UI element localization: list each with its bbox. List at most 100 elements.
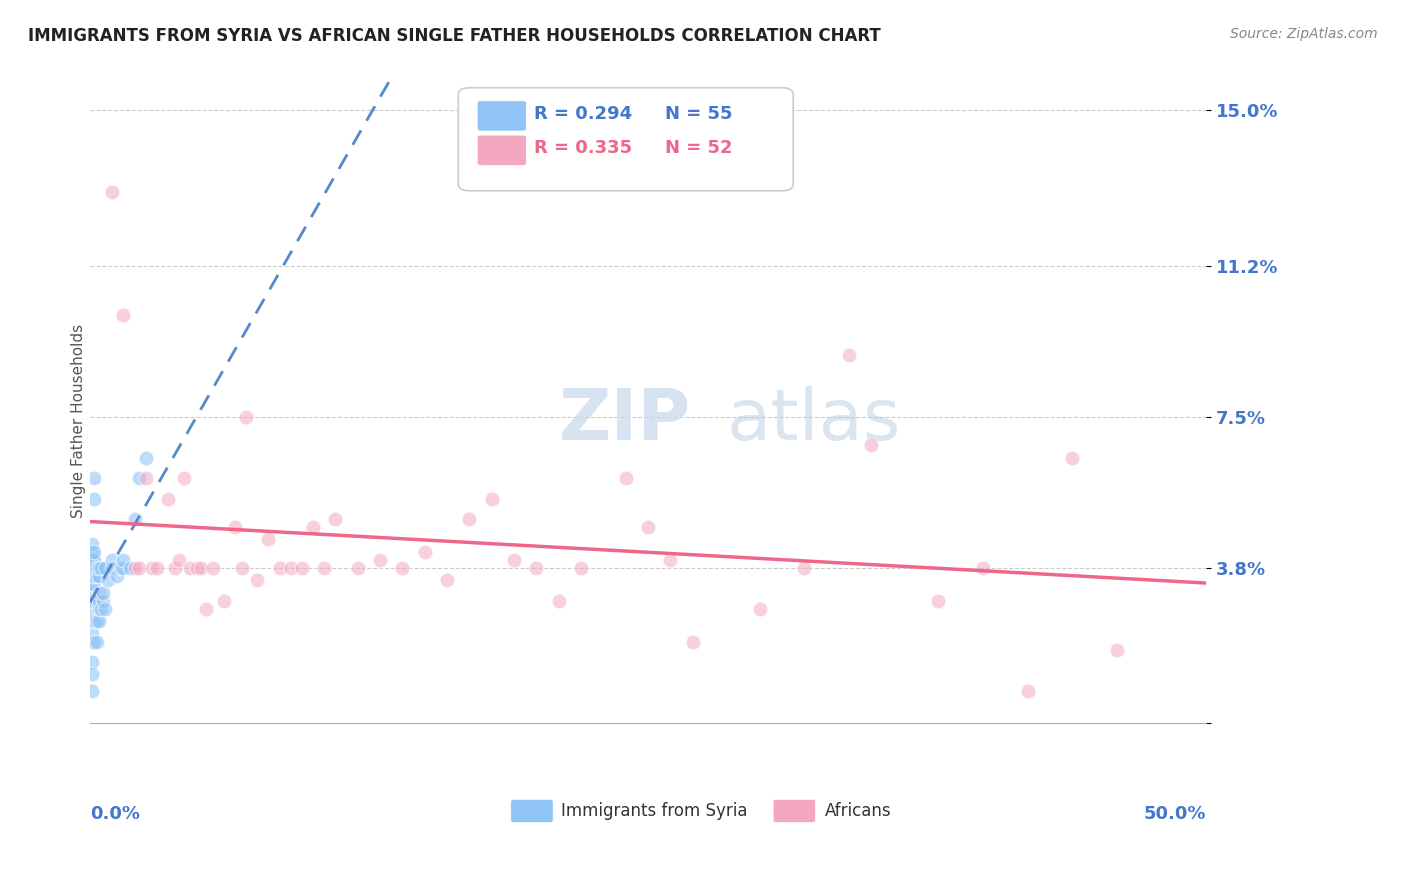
Point bbox=[614, 471, 637, 485]
Point bbox=[101, 561, 124, 575]
Point bbox=[80, 544, 103, 558]
Point bbox=[118, 561, 141, 575]
Point bbox=[163, 561, 186, 575]
Point bbox=[124, 561, 146, 575]
Point bbox=[190, 561, 212, 575]
Point bbox=[83, 593, 105, 607]
Text: atlas: atlas bbox=[727, 386, 901, 455]
Point bbox=[83, 491, 105, 506]
Text: 50.0%: 50.0% bbox=[1144, 805, 1206, 823]
Point bbox=[1062, 450, 1084, 465]
Point bbox=[793, 561, 815, 575]
Point bbox=[80, 536, 103, 550]
Point bbox=[86, 593, 108, 607]
Point bbox=[391, 561, 413, 575]
Point bbox=[269, 561, 291, 575]
Point bbox=[80, 585, 103, 599]
FancyBboxPatch shape bbox=[510, 799, 553, 822]
Point bbox=[80, 602, 103, 616]
Point bbox=[146, 561, 169, 575]
Point bbox=[526, 561, 548, 575]
Point bbox=[87, 561, 110, 575]
Point bbox=[83, 614, 105, 628]
FancyBboxPatch shape bbox=[477, 135, 526, 165]
Point bbox=[659, 553, 682, 567]
Point bbox=[194, 602, 217, 616]
Point bbox=[80, 634, 103, 648]
Point bbox=[94, 561, 117, 575]
Point bbox=[682, 634, 704, 648]
Text: N = 52: N = 52 bbox=[665, 139, 733, 157]
Point bbox=[235, 409, 257, 424]
FancyBboxPatch shape bbox=[477, 101, 526, 131]
FancyBboxPatch shape bbox=[458, 87, 793, 191]
Point bbox=[135, 450, 157, 465]
Text: ZIP: ZIP bbox=[558, 386, 690, 455]
FancyBboxPatch shape bbox=[773, 799, 815, 822]
Point bbox=[83, 544, 105, 558]
Point bbox=[112, 561, 135, 575]
Point bbox=[91, 585, 114, 599]
Point bbox=[1017, 683, 1039, 698]
Point bbox=[80, 655, 103, 669]
Y-axis label: Single Father Households: Single Father Households bbox=[72, 324, 86, 518]
Point bbox=[838, 348, 860, 362]
Point bbox=[87, 593, 110, 607]
Point bbox=[314, 561, 336, 575]
Point bbox=[80, 561, 103, 575]
Point bbox=[80, 553, 103, 567]
Point bbox=[748, 602, 770, 616]
Point bbox=[368, 553, 391, 567]
Point bbox=[128, 561, 150, 575]
Point bbox=[101, 553, 124, 567]
Text: 0.0%: 0.0% bbox=[90, 805, 139, 823]
Point bbox=[212, 593, 235, 607]
Point bbox=[83, 561, 105, 575]
Point bbox=[86, 634, 108, 648]
Point bbox=[80, 553, 103, 567]
Point bbox=[83, 471, 105, 485]
Point bbox=[87, 614, 110, 628]
Point bbox=[231, 561, 253, 575]
Point bbox=[112, 308, 135, 322]
Point bbox=[83, 569, 105, 583]
Point bbox=[179, 561, 201, 575]
Point bbox=[101, 185, 124, 199]
Text: N = 55: N = 55 bbox=[665, 105, 733, 123]
Point bbox=[135, 471, 157, 485]
Point bbox=[302, 520, 325, 534]
Point bbox=[83, 634, 105, 648]
Point bbox=[346, 561, 368, 575]
Point bbox=[1105, 642, 1128, 657]
Point bbox=[124, 512, 146, 526]
Point bbox=[141, 561, 163, 575]
Point bbox=[173, 471, 195, 485]
Point bbox=[860, 438, 883, 452]
Point bbox=[167, 553, 190, 567]
Text: Africans: Africans bbox=[824, 802, 891, 820]
Point bbox=[481, 491, 503, 506]
Point bbox=[80, 577, 103, 591]
Point bbox=[413, 544, 436, 558]
Point bbox=[503, 553, 526, 567]
Point bbox=[80, 626, 103, 640]
Point bbox=[637, 520, 659, 534]
Point bbox=[94, 602, 117, 616]
Point bbox=[547, 593, 569, 607]
Point bbox=[224, 520, 246, 534]
Point bbox=[80, 561, 103, 575]
Point bbox=[972, 561, 994, 575]
Text: R = 0.335: R = 0.335 bbox=[534, 139, 633, 157]
Point bbox=[80, 683, 103, 698]
Point bbox=[201, 561, 224, 575]
Point bbox=[280, 561, 302, 575]
Point bbox=[80, 614, 103, 628]
Point bbox=[80, 569, 103, 583]
Point bbox=[87, 585, 110, 599]
Point bbox=[257, 533, 280, 547]
Point bbox=[156, 491, 179, 506]
Point bbox=[105, 569, 128, 583]
Point bbox=[83, 577, 105, 591]
Point bbox=[87, 569, 110, 583]
Point bbox=[83, 553, 105, 567]
